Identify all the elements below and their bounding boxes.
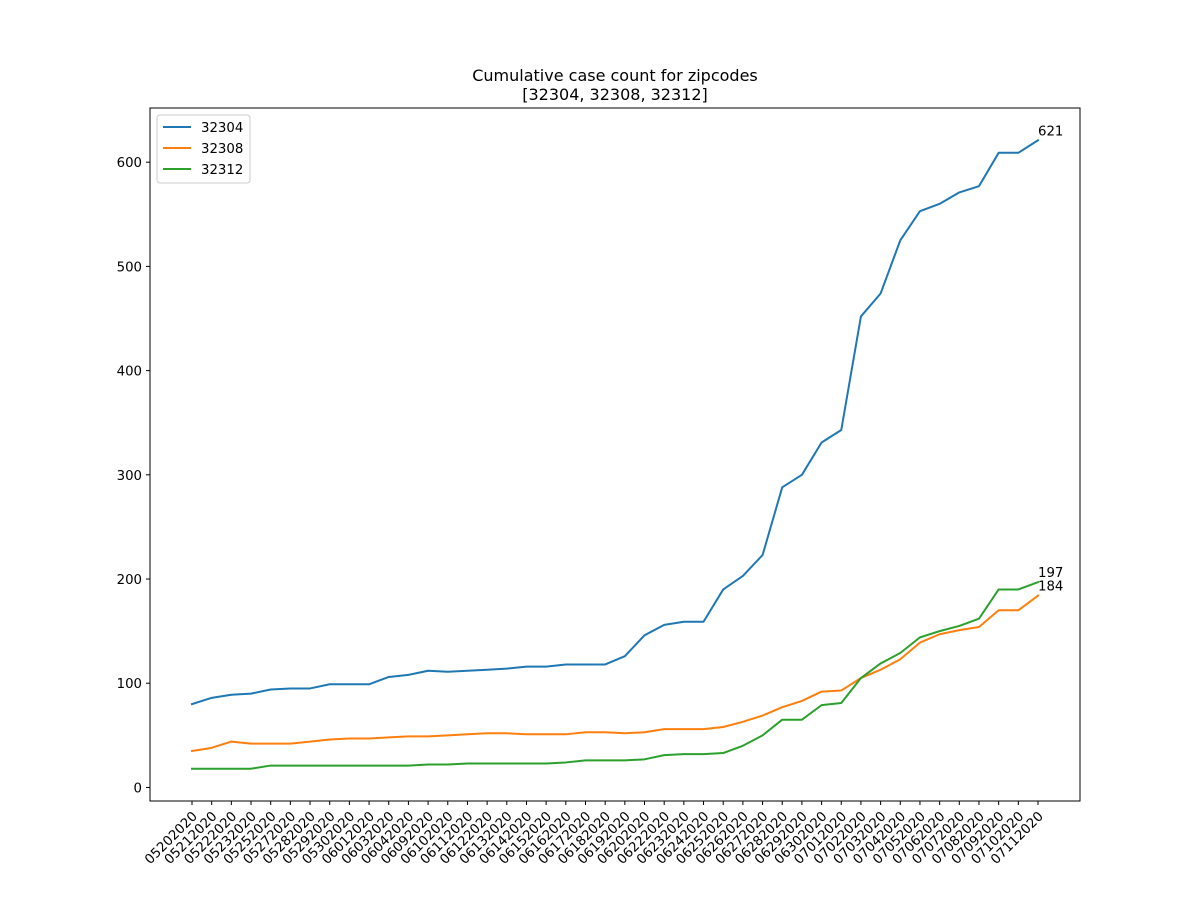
y-tick-label: 100 <box>117 677 142 692</box>
legend-label-32312: 32312 <box>201 163 243 178</box>
legend-label-32308: 32308 <box>201 142 243 157</box>
end-label-32312: 197 <box>1038 566 1063 581</box>
y-tick-label: 0 <box>134 781 142 796</box>
end-label-32304: 621 <box>1038 124 1063 139</box>
plot-area: 6211841970100200300400500600052020200521… <box>117 107 1081 868</box>
y-tick-label: 300 <box>117 469 142 484</box>
legend-label-32304: 32304 <box>201 121 243 136</box>
series-line-32308 <box>190 594 1040 753</box>
axes-frame <box>149 107 1081 802</box>
legend: 32304 32308 32312 <box>156 114 251 184</box>
series-line-32312 <box>191 580 1040 770</box>
y-tick-label: 400 <box>117 365 142 380</box>
series-line-32304 <box>190 138 1040 706</box>
end-label-32308: 184 <box>1038 580 1063 595</box>
y-tick-label: 500 <box>117 260 142 275</box>
chart-title-line1: Cumulative case count for zipcodes <box>472 66 758 85</box>
chart-title-line2: [32304, 32308, 32312] <box>522 85 708 104</box>
y-tick-label: 200 <box>117 573 142 588</box>
legend-box <box>156 114 251 184</box>
y-tick-label: 600 <box>117 156 142 171</box>
